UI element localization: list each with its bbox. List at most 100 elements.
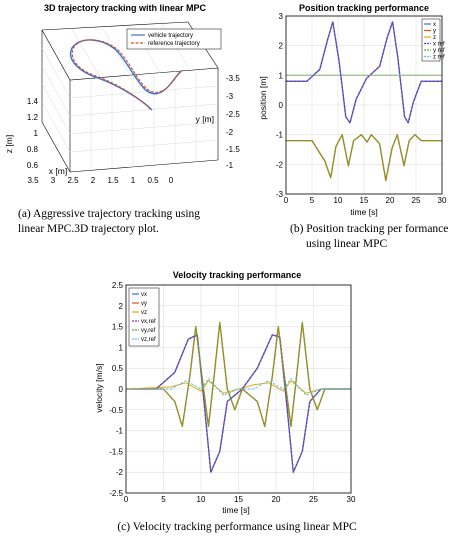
y-tick: -3 — [226, 92, 234, 101]
x-tick: 0 — [169, 176, 174, 185]
y-tick-label: 1.5 — [112, 323, 124, 332]
y-tick-label: -2.5 — [109, 489, 123, 498]
y-tick-label: -0.5 — [109, 406, 123, 415]
y-tick: -3.5 — [226, 74, 240, 83]
x-tick-label: 20 — [272, 495, 281, 504]
chart-c-xticks: 0 5 10 15 20 25 30 — [124, 495, 356, 504]
legend-label-vx-ref: vx,ref — [141, 319, 156, 325]
y-tick: -2.5 — [226, 110, 240, 119]
y-tick-label: 1 — [119, 343, 124, 352]
y-tick-label: -1 — [276, 131, 284, 140]
z-tick: 1.4 — [27, 97, 39, 106]
chart-c-title: Velocity tracking performance — [173, 270, 302, 280]
series-vz — [125, 380, 351, 394]
legend-label-y: y — [433, 29, 436, 35]
chart-c-xlabel: time [s] — [222, 505, 249, 515]
legend-a-label-reference: reference trajectory — [148, 41, 200, 47]
series-vz-ref — [126, 378, 351, 396]
y-tick: -1.5 — [226, 145, 240, 154]
z-tick: 0.8 — [27, 145, 39, 154]
x-tick-label: 5 — [161, 495, 166, 504]
x-tick: 3.5 — [27, 176, 39, 185]
y-tick-label: -3 — [276, 190, 284, 199]
x-tick-label: 30 — [347, 495, 356, 504]
x-tick-label: 0 — [284, 196, 289, 205]
chart-b-series — [286, 21, 442, 182]
chart-velocity-tracking: Velocity tracking performance velocity [… — [94, 270, 356, 515]
series-reference-trajectory — [71, 39, 184, 110]
x-tick-label: 30 — [438, 196, 447, 205]
chart-b-axes-box — [285, 15, 443, 195]
chart-b-xlabel: time [s] — [350, 207, 377, 217]
x-tick-label: 15 — [234, 495, 243, 504]
chart-c-axes-box — [125, 284, 352, 494]
caption-b-line1: (b) Position tracking per formance — [290, 223, 448, 235]
y-tick-label: 2.5 — [112, 281, 124, 290]
z-tick: 1 — [34, 129, 39, 138]
y-tick: -1 — [226, 161, 234, 170]
legend-a-label-vehicle: vehicle trajectory — [148, 33, 193, 39]
y-tick-label: 2 — [279, 42, 284, 51]
x-tick: 0.5 — [147, 176, 159, 185]
y-tick-label: 0 — [119, 385, 124, 394]
series-vehicle-trajectory — [69, 39, 182, 111]
x-tick: 2.5 — [67, 176, 79, 185]
x-tick-label: 20 — [386, 196, 395, 205]
chart-c-series — [125, 321, 351, 473]
y-tick-label: -1.5 — [109, 447, 123, 456]
chart-a-ylabel: y [m] — [196, 114, 214, 124]
legend-label-x: x — [433, 22, 436, 28]
chart-b-ylabel: position [m] — [258, 76, 268, 119]
chart-c-legend: vx vy vz vx,ref vy,ref vz,ref — [128, 287, 160, 347]
y-tick-label: 2 — [119, 302, 124, 311]
x-tick-label: 15 — [360, 196, 369, 205]
legend-label-x-ref: x ref — [433, 42, 445, 48]
series-vx-ref — [126, 334, 351, 473]
chart-a-yticks: -3.5 -3 -2.5 -2 -1.5 -1 y [m] — [196, 74, 241, 170]
x-tick: 1.5 — [107, 176, 119, 185]
chart-b-title: Position tracking performance — [299, 3, 429, 13]
chart-a-zticks: 1.4 1.2 1 0.8 0.6 z [m] — [4, 97, 39, 170]
chart-a-legend: vehicle trajectory reference trajectory — [126, 28, 222, 50]
caption-a-line1: (a) Aggressive trajectory tracking using — [18, 208, 200, 220]
x-tick-label: 0 — [124, 495, 129, 504]
chart-b-grid — [285, 15, 443, 195]
y-tick-label: -1 — [116, 427, 124, 436]
series-x-ref — [286, 21, 442, 124]
y-tick-label: 0 — [279, 101, 284, 110]
x-tick-label: 25 — [309, 495, 318, 504]
z-tick: 1.2 — [27, 113, 39, 122]
x-tick-label: 10 — [334, 196, 343, 205]
caption-a-line2: linear MPC.3D trajectory plot. — [18, 223, 159, 235]
legend-label-y-ref: y ref — [433, 48, 445, 54]
caption-c: (c) Velocity tracking performance using … — [117, 521, 357, 533]
legend-label-vy: vy — [141, 301, 147, 307]
y-tick-label: 3 — [279, 12, 284, 21]
x-tick: 3 — [51, 176, 56, 185]
y-tick-label: 1 — [279, 71, 284, 80]
x-tick: 2 — [91, 176, 96, 185]
x-tick-label: 25 — [412, 196, 421, 205]
chart-c-yticks: 2.5 2 1.5 1 0.5 0 -0.5 -1 -1.5 -2 -2.5 — [109, 281, 123, 498]
chart-a-xticks: 3.5 3 2.5 2 1.5 1 0.5 0 x [m] — [27, 166, 173, 185]
x-tick-label: 10 — [197, 495, 206, 504]
series-vy-ref — [126, 321, 351, 428]
legend-label-vz: vz — [141, 310, 147, 316]
chart-3d-trajectory: 3D trajectory tracking with linear MPC — [4, 3, 240, 185]
chart-b-xticks: 0 5 10 15 20 25 30 — [284, 196, 447, 205]
legend-label-z-ref: z ref — [433, 55, 445, 61]
z-tick: 0.6 — [27, 161, 39, 170]
chart-c-ylabel: velocity [m/s] — [94, 363, 104, 412]
y-tick-label: -2 — [276, 160, 284, 169]
legend-label-vx: vx — [141, 292, 147, 298]
legend-label-vy-ref: vy,ref — [141, 328, 156, 334]
series-y-ref — [286, 134, 442, 182]
chart-a-series — [69, 39, 184, 111]
chart-a-box — [41, 21, 219, 173]
x-tick: 1 — [131, 176, 136, 185]
chart-a-zlabel: z [m] — [4, 135, 14, 153]
y-tick-label: -2 — [116, 468, 124, 477]
legend-label-z: z — [433, 35, 436, 41]
